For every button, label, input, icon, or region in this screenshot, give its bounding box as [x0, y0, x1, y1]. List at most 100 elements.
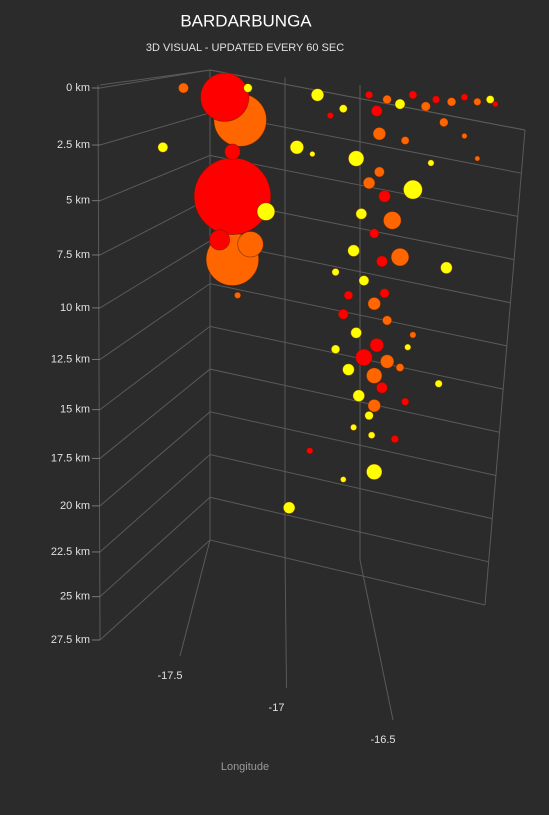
- point: [373, 166, 385, 178]
- point: [355, 348, 373, 367]
- y-tick-label: 12.5 km: [51, 353, 90, 365]
- box-edge: [97, 84, 101, 641]
- point: [492, 100, 499, 108]
- point: [474, 155, 481, 162]
- point: [352, 389, 366, 402]
- y-tick-label: 25 km: [60, 591, 90, 603]
- point: [157, 141, 169, 153]
- point: [342, 363, 355, 376]
- point: [309, 150, 316, 158]
- point: [367, 398, 381, 413]
- point: [376, 255, 388, 268]
- point: [234, 291, 242, 299]
- point: [420, 101, 431, 112]
- point: [347, 150, 365, 167]
- point: [243, 83, 253, 93]
- point: [339, 476, 347, 483]
- point: [326, 111, 334, 120]
- point: [382, 211, 402, 230]
- point: [369, 337, 385, 353]
- point: [224, 143, 241, 160]
- point: [331, 267, 340, 277]
- point: [370, 105, 383, 117]
- point: [330, 344, 341, 354]
- point: [409, 331, 417, 339]
- point: [347, 244, 360, 257]
- point: [349, 423, 358, 431]
- point: [434, 379, 443, 388]
- point: [382, 94, 392, 105]
- chart-subtitle: 3D VISUAL - UPDATED EVERY 60 SEC: [146, 42, 344, 54]
- point: [310, 88, 325, 102]
- grid-line: [179, 539, 211, 657]
- grid-line: [359, 559, 394, 721]
- point: [400, 136, 410, 145]
- point: [427, 159, 435, 167]
- point: [379, 354, 395, 369]
- grid-line: [284, 549, 287, 689]
- point: [193, 157, 272, 235]
- point: [439, 117, 449, 128]
- point: [401, 397, 410, 406]
- point: [382, 315, 393, 326]
- x-tick-label: -17.5: [157, 670, 182, 682]
- y-tick-label: 0 km: [66, 82, 90, 94]
- y-tick-label: 15 km: [60, 404, 90, 416]
- x-tick-label: -16.5: [370, 734, 395, 746]
- box-edge: [484, 129, 526, 606]
- point: [355, 207, 368, 220]
- point: [394, 98, 406, 110]
- point: [473, 97, 482, 106]
- point: [460, 93, 469, 102]
- x-tick-label: -17: [269, 702, 285, 714]
- point: [366, 463, 383, 481]
- point: [376, 381, 388, 394]
- point: [337, 308, 349, 320]
- point: [379, 288, 390, 299]
- point: [431, 95, 441, 104]
- point: [237, 231, 264, 258]
- point: [364, 410, 374, 421]
- point: [446, 97, 457, 107]
- point: [209, 229, 231, 251]
- point: [364, 90, 374, 100]
- y-tick-label: 5 km: [66, 195, 90, 207]
- point: [343, 290, 354, 301]
- point: [378, 189, 391, 203]
- point: [256, 202, 276, 221]
- point: [366, 367, 383, 384]
- y-tick-label: 27.5 km: [51, 634, 90, 646]
- point: [367, 296, 381, 311]
- x-axis-label: Longitude: [221, 761, 269, 773]
- point: [369, 228, 380, 239]
- point: [367, 431, 376, 440]
- y-tick-label: 20 km: [60, 500, 90, 512]
- point: [289, 140, 305, 155]
- y-tick-label: 2.5 km: [57, 139, 90, 151]
- point: [306, 447, 314, 455]
- point: [350, 326, 363, 339]
- point: [485, 95, 495, 104]
- chart-title: BARDARBUNGA: [180, 11, 312, 30]
- y-tick-label: 10 km: [60, 302, 90, 314]
- point: [404, 343, 412, 351]
- point: [177, 82, 189, 94]
- point: [282, 501, 296, 515]
- point: [402, 179, 423, 200]
- point: [440, 261, 453, 275]
- y-tick-label: 22.5 km: [51, 546, 90, 558]
- point: [408, 90, 418, 100]
- point: [200, 72, 250, 122]
- point: [461, 132, 468, 140]
- point: [358, 275, 370, 287]
- point: [395, 363, 405, 372]
- y-tick-label: 7.5 km: [57, 249, 90, 261]
- point: [390, 247, 410, 267]
- point: [362, 176, 376, 190]
- point: [338, 104, 348, 114]
- point: [372, 126, 387, 141]
- point: [390, 434, 399, 444]
